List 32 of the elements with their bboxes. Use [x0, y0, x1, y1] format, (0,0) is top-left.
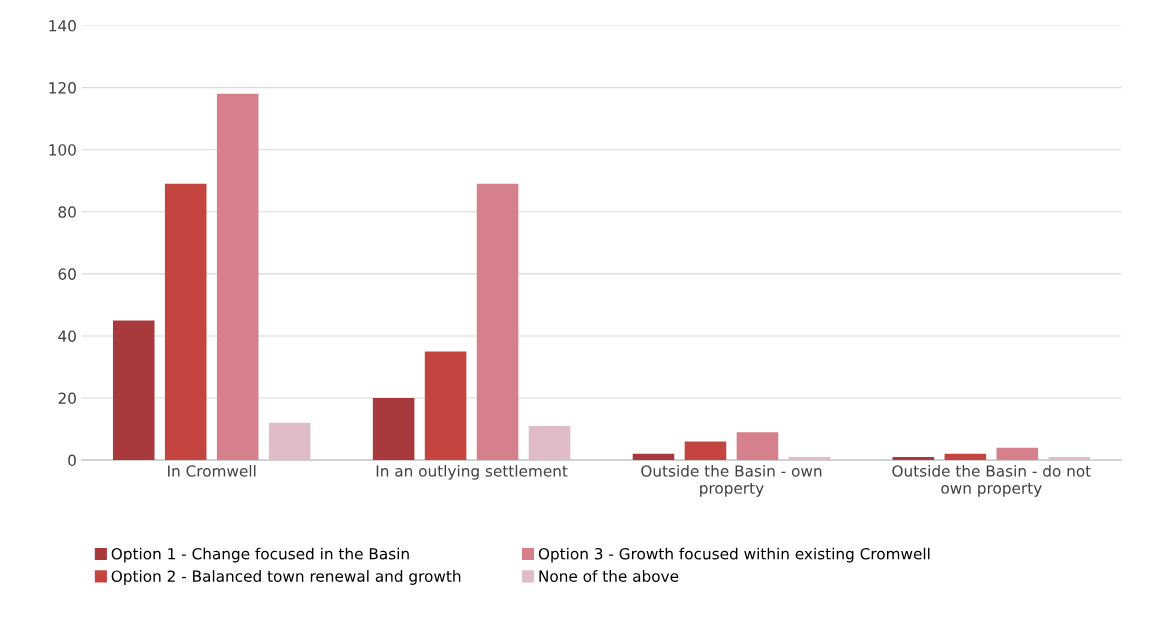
- legend-label: Option 1 - Change focused in the Basin: [111, 547, 409, 563]
- bar: [528, 425, 571, 461]
- x-tick-label: Outside the Basin - own property: [641, 464, 822, 497]
- y-tick-label: 100: [49, 144, 76, 156]
- bar: [476, 183, 519, 461]
- legend-label: Option 3 - Growth focused within existing Cromwell: [538, 547, 930, 563]
- bar: [268, 422, 311, 461]
- bar: [736, 432, 779, 461]
- y-tick-label: 80: [58, 206, 76, 218]
- bar: [684, 441, 727, 461]
- y-tick-label: 120: [49, 82, 76, 94]
- bar: [372, 398, 415, 461]
- legend-label: Option 2 - Balanced town renewal and growth: [111, 570, 461, 585]
- bar: [216, 93, 259, 461]
- x-tick-label: In an outlying settlement: [376, 464, 568, 480]
- bar: [424, 351, 467, 461]
- bar: [164, 183, 207, 461]
- y-tick-label: 140: [49, 20, 76, 32]
- bar: [996, 447, 1039, 461]
- bar: [892, 456, 935, 461]
- y-tick-label: 0: [68, 454, 76, 467]
- bar: [112, 320, 155, 461]
- x-tick-label: Outside the Basin - do not own property: [892, 464, 1091, 497]
- y-tick-label: 40: [58, 330, 76, 342]
- legend-label: None of the above: [539, 570, 679, 582]
- bar: [788, 456, 831, 461]
- y-tick-label: 20: [58, 392, 76, 405]
- y-tick-label: 60: [58, 268, 76, 280]
- bar: [1048, 456, 1091, 461]
- bar: [944, 453, 987, 461]
- bar: [632, 453, 675, 461]
- x-tick-label: In Cromwell: [168, 464, 256, 477]
